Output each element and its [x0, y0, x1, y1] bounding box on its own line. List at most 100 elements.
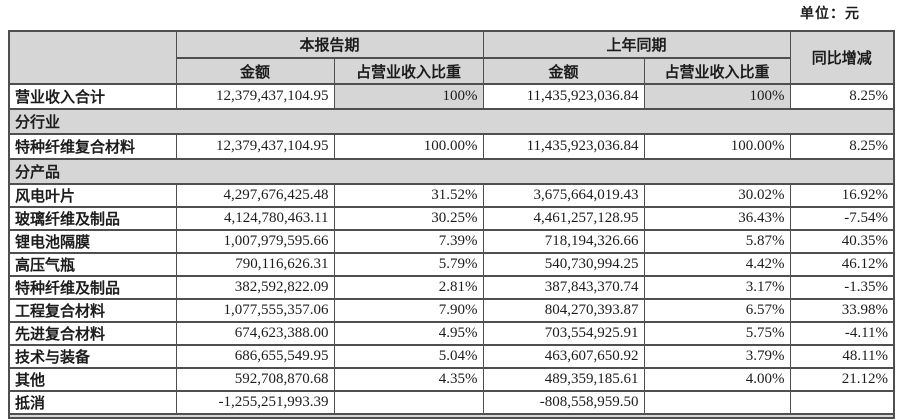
current-ratio-cell: 30.25%: [333, 206, 484, 231]
corner-cell: [8, 30, 177, 85]
current-amount-cell: 686,655,549.95: [175, 344, 335, 369]
yoy-cell: 40.35%: [789, 229, 895, 254]
row-label: 先进复合材料: [8, 321, 177, 346]
row-label: 风电叶片: [8, 183, 177, 208]
prior-amount-cell: 3,675,664,019.43: [482, 183, 645, 208]
partial-section-cell: [8, 413, 895, 419]
current-ratio-cell: 5.79%: [333, 252, 484, 277]
yoy-cell: 33.98%: [789, 298, 895, 323]
current-amount-cell: 4,297,676,425.48: [175, 183, 335, 208]
table-row: 锂电池隔膜 1,007,979,595.66 7.39% 718,194,326.66…: [8, 229, 895, 254]
prior-ratio-cell: [643, 390, 791, 415]
header-prior-ratio: 占营业收入比重: [643, 57, 791, 85]
current-amount-cell: 592,708,870.68: [175, 367, 335, 392]
header-current-period: 本报告期: [175, 30, 484, 59]
prior-ratio-cell: 4.42%: [643, 252, 791, 277]
prior-amount-cell: 804,270,393.87: [482, 298, 645, 323]
table-row: 特种纤维复合材料 12,379,437,104.95 100.00% 11,435,9…: [8, 133, 895, 160]
current-amount-cell: 790,116,626.31: [175, 252, 335, 277]
current-amount-cell: 4,124,780,463.11: [175, 206, 335, 231]
table-row: 其他 592,708,870.68 4.35% 489,359,185.61 4.00%…: [8, 367, 895, 392]
yoy-cell: [789, 390, 895, 415]
yoy-cell: -1.35%: [789, 275, 895, 300]
prior-ratio-cell: 6.57%: [643, 298, 791, 323]
current-ratio-cell: 4.95%: [333, 321, 484, 346]
current-amount-cell: 1,077,555,357.06: [175, 298, 335, 323]
prior-ratio-cell: 5.75%: [643, 321, 791, 346]
prior-amount-cell: 11,435,923,036.84: [482, 83, 645, 110]
prior-ratio-cell: 3.79%: [643, 344, 791, 369]
current-ratio-cell: 31.52%: [333, 183, 484, 208]
header-prior-amount: 金额: [482, 57, 645, 85]
current-ratio-cell: 2.81%: [333, 275, 484, 300]
prior-ratio-cell: 100.00%: [643, 133, 791, 160]
section-row: 分行业: [8, 108, 895, 135]
prior-ratio-cell: 36.43%: [643, 206, 791, 231]
header-current-amount: 金额: [175, 57, 335, 85]
revenue-breakdown-table: 本报告期 上年同期 同比增减 金额 占营业收入比重 金额 占营业收入比重 营业收…: [8, 30, 896, 419]
yoy-cell: 16.92%: [789, 183, 895, 208]
row-label: 高压气瓶: [8, 252, 177, 277]
table-row: 技术与装备 686,655,549.95 5.04% 463,607,650.92 3.…: [8, 344, 895, 369]
prior-amount-cell: 489,359,185.61: [482, 367, 645, 392]
unit-label: 单位：元: [800, 7, 860, 22]
row-label: 特种纤维复合材料: [8, 133, 177, 160]
current-ratio-cell: [333, 390, 484, 415]
prior-amount-cell: 387,843,370.74: [482, 275, 645, 300]
table-row: 抵消 -1,255,251,993.39 -808,558,959.50: [8, 390, 895, 415]
current-amount-cell: 1,007,979,595.66: [175, 229, 335, 254]
table-row: 风电叶片 4,297,676,425.48 31.52% 3,675,664,019.…: [8, 183, 895, 208]
current-ratio-cell: 7.39%: [333, 229, 484, 254]
table-row: 玻璃纤维及制品 4,124,780,463.11 30.25% 4,461,257,1…: [8, 206, 895, 231]
row-label: 特种纤维及制品: [8, 275, 177, 300]
prior-amount-cell: 11,435,923,036.84: [482, 133, 645, 160]
prior-ratio-cell: 5.87%: [643, 229, 791, 254]
section-row: 分产品: [8, 158, 895, 185]
current-ratio-cell: 5.04%: [333, 344, 484, 369]
prior-amount-cell: 718,194,326.66: [482, 229, 645, 254]
current-amount-cell: 674,623,388.00: [175, 321, 335, 346]
row-label: 其他: [8, 367, 177, 392]
prior-ratio-cell: 100%: [643, 83, 791, 110]
current-amount-cell: 382,592,822.09: [175, 275, 335, 300]
yoy-cell: 8.25%: [789, 83, 895, 110]
prior-ratio-cell: 3.17%: [643, 275, 791, 300]
prior-ratio-cell: 30.02%: [643, 183, 791, 208]
table-row: 高压气瓶 790,116,626.31 5.79% 540,730,994.25 4.4…: [8, 252, 895, 277]
table-header: 本报告期 上年同期 同比增减 金额 占营业收入比重 金额 占营业收入比重: [8, 30, 895, 85]
row-label: 抵消: [8, 390, 177, 415]
prior-amount-cell: 4,461,257,128.95: [482, 206, 645, 231]
prior-amount-cell: 463,607,650.92: [482, 344, 645, 369]
row-label: 营业收入合计: [8, 83, 177, 110]
header-yoy: 同比增减: [789, 30, 895, 85]
header-current-ratio: 占营业收入比重: [333, 57, 484, 85]
section-label: 分产品: [8, 158, 895, 185]
prior-amount-cell: 540,730,994.25: [482, 252, 645, 277]
current-amount-cell: -1,255,251,993.39: [175, 390, 335, 415]
row-label: 技术与装备: [8, 344, 177, 369]
row-label: 玻璃纤维及制品: [8, 206, 177, 231]
prior-ratio-cell: 4.00%: [643, 367, 791, 392]
yoy-cell: 21.12%: [789, 367, 895, 392]
current-ratio-cell: 100.00%: [333, 133, 484, 160]
yoy-cell: 8.25%: [789, 133, 895, 160]
prior-amount-cell: 703,554,925.91: [482, 321, 645, 346]
row-label: 工程复合材料: [8, 298, 177, 323]
table-row: 先进复合材料 674,623,388.00 4.95% 703,554,925.91 5…: [8, 321, 895, 346]
yoy-cell: 48.11%: [789, 344, 895, 369]
section-label: 分行业: [8, 108, 895, 135]
current-ratio-cell: 100%: [333, 83, 484, 110]
header-prior-period: 上年同期: [482, 30, 791, 59]
current-amount-cell: 12,379,437,104.95: [175, 133, 335, 160]
partial-section-row: [8, 413, 895, 419]
table-row: 特种纤维及制品 382,592,822.09 2.81% 387,843,370.74…: [8, 275, 895, 300]
yoy-cell: -4.11%: [789, 321, 895, 346]
current-ratio-cell: 4.35%: [333, 367, 484, 392]
current-amount-cell: 12,379,437,104.95: [175, 83, 335, 110]
prior-amount-cell: -808,558,959.50: [482, 390, 645, 415]
yoy-cell: 46.12%: [789, 252, 895, 277]
current-ratio-cell: 7.90%: [333, 298, 484, 323]
table-body: 营业收入合计 12,379,437,104.95 100% 11,435,923,03…: [8, 83, 895, 419]
table-row: 营业收入合计 12,379,437,104.95 100% 11,435,923,03…: [8, 83, 895, 110]
